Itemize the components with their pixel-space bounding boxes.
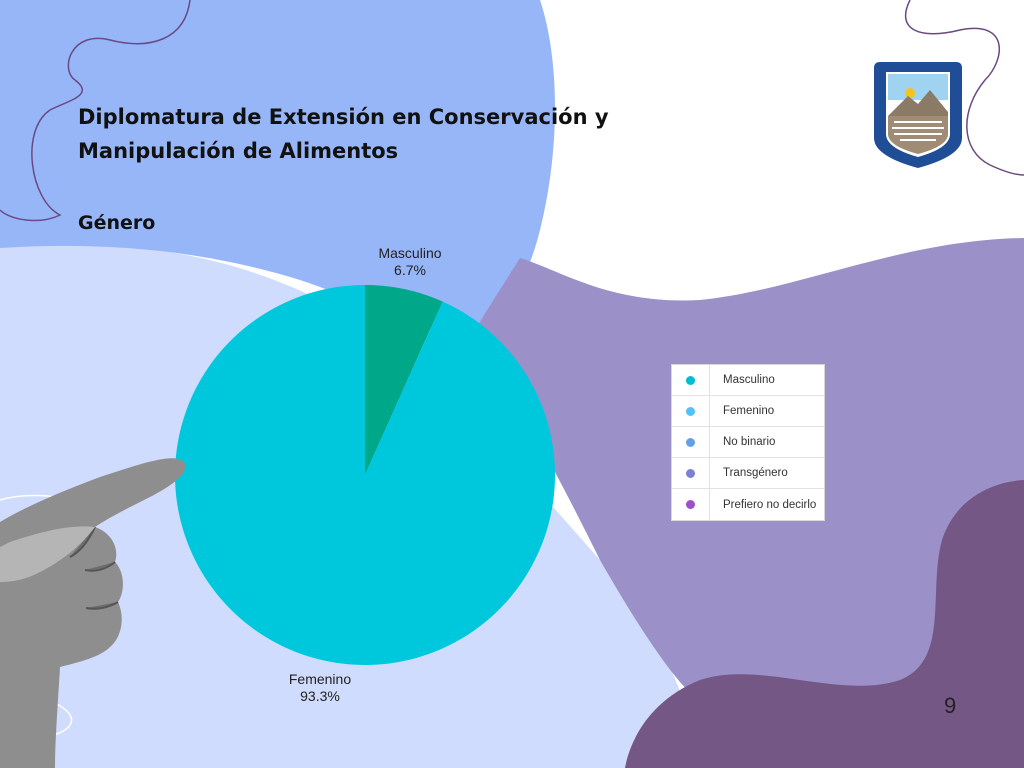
legend-item: Masculino (672, 365, 824, 396)
pie-slice-femenino (175, 285, 556, 665)
page-title-line-1: Diplomatura de Extensión en Conservación… (78, 105, 609, 129)
pointing-hand-icon (0, 458, 186, 768)
legend-dot-icon (686, 500, 695, 509)
blue-blob (0, 0, 555, 340)
legend-label: Transgénero (723, 467, 788, 479)
legend-label: Prefiero no decirlo (723, 498, 817, 511)
legend-dot-icon (686, 437, 695, 447)
legend: Masculino Femenino No binario Transgéner… (671, 364, 825, 521)
legend-item: No binario (672, 427, 824, 458)
legend-label: Femenino (723, 405, 775, 417)
legend-item: Prefiero no decirlo (672, 489, 824, 520)
university-seal-icon (874, 62, 962, 168)
decorative-line-right (904, 0, 1024, 176)
slice-value-label: 93.3% (300, 688, 340, 704)
legend-dot-icon (686, 375, 695, 385)
slice-name-label: Femenino (289, 671, 351, 687)
legend-item: Transgénero (672, 458, 824, 489)
dark-purple-blob (625, 480, 1024, 768)
legend-dot-icon (686, 468, 695, 478)
page-title-line-2: Manipulación de Alimentos (78, 139, 399, 163)
legend-dot-icon (686, 406, 695, 416)
legend-label: No binario (723, 436, 776, 448)
page-number: 9 (944, 693, 957, 718)
legend-label: Masculino (723, 374, 775, 386)
pie-slice-masculino (365, 285, 443, 475)
page-title: Diplomatura de Extensión en Conservación… (78, 100, 698, 168)
slice-name-label: Masculino (378, 245, 441, 261)
legend-item: Femenino (672, 396, 824, 427)
decorative-line-left (0, 0, 191, 222)
chart-subtitle: Género (78, 212, 156, 234)
slice-value-label: 6.7% (394, 262, 426, 278)
